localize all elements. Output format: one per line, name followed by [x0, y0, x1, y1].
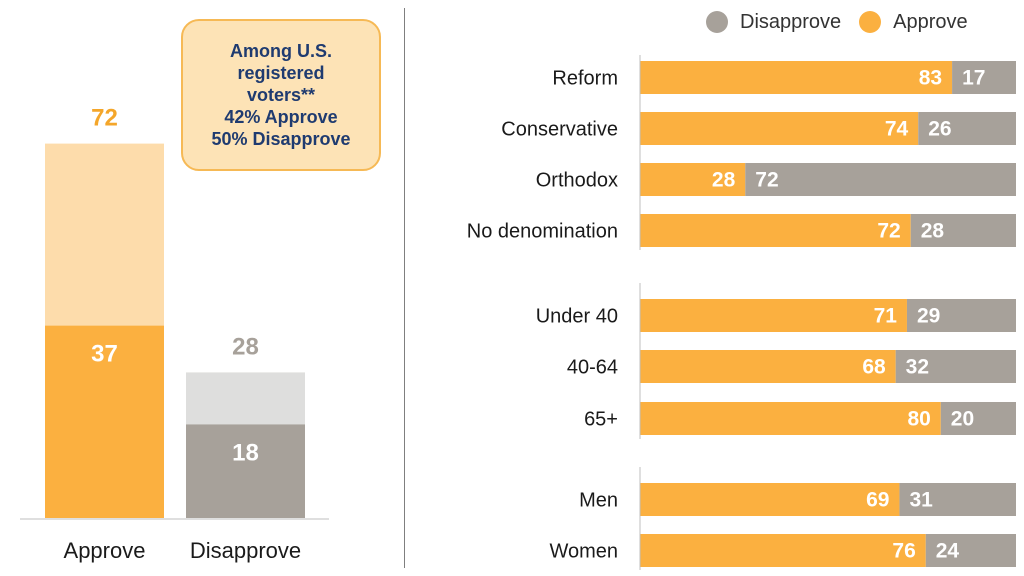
disapprove-bar	[918, 112, 1016, 145]
disapprove-value-label: 31	[909, 489, 933, 512]
approve-bar	[640, 61, 953, 94]
total-bar-approve	[45, 143, 164, 326]
row-label: Women	[549, 541, 618, 563]
disapprove-bar	[910, 214, 1016, 247]
row-label: Conservative	[501, 119, 618, 141]
approve-value-label: 76	[892, 540, 915, 563]
total-value-label: 28	[232, 333, 259, 360]
callout-line: 50% Disapprove	[211, 129, 351, 149]
approve-value-label: 72	[877, 220, 900, 243]
disapprove-swatch	[706, 11, 728, 33]
disapprove-value-label: 29	[917, 305, 940, 328]
callout-line: registered	[237, 63, 325, 83]
row-label: Orthodox	[536, 170, 618, 192]
strong-bar-approve	[45, 325, 164, 518]
disapprove-bar	[952, 61, 1016, 94]
disapprove-value-label: 28	[921, 220, 945, 243]
disapprove-bar	[745, 163, 1016, 196]
row-label: Reform	[552, 68, 618, 90]
approve-swatch	[859, 11, 882, 33]
approve-bar	[640, 214, 911, 247]
disapprove-value-label: 26	[928, 118, 951, 141]
category-label: Disapprove	[190, 538, 301, 563]
approve-value-label: 68	[862, 356, 886, 379]
row-label: Under 40	[536, 306, 618, 328]
total-bar-disapprove	[186, 372, 305, 425]
disapprove-value-label: 72	[755, 169, 778, 192]
disapprove-bar	[925, 534, 1016, 567]
approve-bar	[640, 483, 900, 516]
approve-bar	[640, 299, 907, 332]
legend-item-approve: Approve	[859, 11, 968, 34]
disapprove-bar	[895, 350, 1016, 383]
disapprove-value-label: 17	[962, 67, 985, 90]
legend-label-disapprove: Disapprove	[740, 10, 842, 33]
approve-bar	[640, 350, 896, 383]
row-label: 40-64	[567, 357, 618, 379]
left-bar-chart: 37 72 Approve 18 28 Disapprove	[20, 105, 329, 563]
strong-value-label: 18	[232, 439, 259, 466]
strong-value-label: 37	[91, 341, 118, 368]
disapprove-value-label: 32	[906, 356, 929, 379]
callout-line: 42% Approve	[224, 107, 338, 127]
approve-value-label: 83	[919, 67, 942, 90]
approve-value-label: 74	[885, 118, 909, 141]
approve-value-label: 28	[712, 169, 736, 192]
chart-legend: Disapprove Approve	[706, 8, 986, 36]
disapprove-bar	[940, 402, 1016, 435]
disapprove-bar	[899, 483, 1016, 516]
disapprove-value-label: 20	[951, 408, 974, 431]
approve-bar	[640, 163, 746, 196]
approve-value-label: 71	[874, 305, 898, 328]
row-label: Men	[579, 490, 618, 512]
row-label: 65+	[584, 409, 618, 431]
approve-value-label: 69	[866, 489, 889, 512]
legend-label-approve: Approve	[893, 10, 968, 33]
registered-voters-callout: Among U.S. registered voters** 42% Appro…	[181, 19, 381, 171]
approve-bar	[640, 112, 919, 145]
row-label: No denomination	[467, 221, 618, 243]
approve-value-label: 80	[907, 408, 930, 431]
disapprove-value-label: 24	[936, 540, 960, 563]
total-value-label: 72	[91, 105, 118, 132]
callout-line: voters**	[246, 85, 316, 105]
panel-divider	[404, 8, 405, 568]
strong-bar-disapprove	[186, 424, 305, 518]
approve-bar	[640, 534, 926, 567]
legend-item-disapprove: Disapprove	[706, 11, 841, 34]
disapprove-bar	[906, 299, 1016, 332]
approve-bar	[640, 402, 941, 435]
category-label: Approve	[64, 538, 146, 563]
callout-line: Among U.S.	[230, 41, 332, 61]
